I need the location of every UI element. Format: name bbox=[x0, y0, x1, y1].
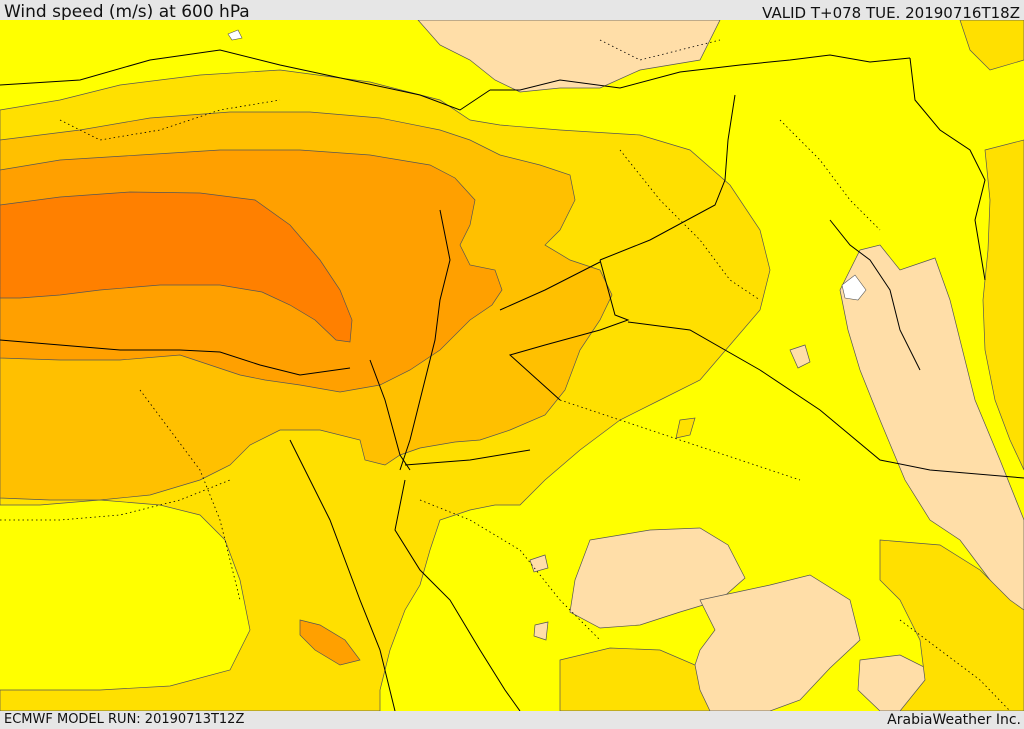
border-jordan-saudi bbox=[508, 259, 630, 401]
band-10-15-southeast bbox=[879, 539, 1024, 711]
admin-line-3 bbox=[59, 99, 281, 141]
border-sinai bbox=[369, 359, 411, 471]
border-turkey-syria bbox=[490, 54, 911, 91]
border-jordan-east bbox=[499, 261, 601, 311]
coast-gulf bbox=[829, 219, 921, 371]
calm-patch-small-3 bbox=[533, 621, 549, 641]
admin-boundaries bbox=[0, 39, 1011, 711]
border-iraq-iran bbox=[909, 57, 986, 281]
map-title: Wind speed (m/s) at 600 hPa bbox=[4, 2, 250, 22]
band-25-30-areas bbox=[0, 191, 353, 343]
admin-line-5 bbox=[779, 119, 881, 231]
border-levant bbox=[399, 209, 451, 471]
calm-spot-east bbox=[841, 274, 867, 301]
coast-turkey bbox=[0, 49, 491, 111]
coast-egypt bbox=[0, 339, 351, 376]
coast-redsea-east bbox=[394, 479, 521, 711]
admin-line-6 bbox=[559, 399, 801, 481]
band-10-15-blob-1 bbox=[675, 417, 696, 439]
footer-bar: ECMWF MODEL RUN: 20190713T12Z ArabiaWeat… bbox=[0, 711, 1024, 729]
band-20-25-blob bbox=[299, 619, 361, 666]
band-0-5-areas bbox=[417, 20, 1024, 711]
band-10-15-south bbox=[559, 647, 711, 711]
band-10-15-east bbox=[982, 139, 1024, 471]
calm-spot-north bbox=[227, 29, 243, 41]
model-run: ECMWF MODEL RUN: 20190713T12Z bbox=[4, 712, 245, 727]
border-syria-iraq bbox=[599, 94, 736, 261]
calm-patch-north bbox=[417, 20, 721, 93]
valid-time: VALID T+078 TUE. 20190716T18Z bbox=[762, 4, 1020, 22]
band-10-15-blob-2 bbox=[959, 20, 1024, 71]
calm-patch-south-2 bbox=[689, 574, 861, 711]
admin-line-8 bbox=[899, 619, 1011, 711]
header-bar: Wind speed (m/s) at 600 hPa VALID T+078 … bbox=[0, 0, 1024, 22]
admin-line-1 bbox=[139, 389, 241, 601]
calm-patch-small-1 bbox=[789, 344, 811, 369]
wind-speed-map bbox=[0, 20, 1024, 711]
jet-core bbox=[0, 191, 353, 343]
coast-redsea-west bbox=[289, 439, 396, 711]
border-egypt-south bbox=[404, 449, 531, 466]
borders bbox=[0, 49, 1024, 711]
credit-text: ArabiaWeather Inc. bbox=[887, 712, 1021, 728]
border-saudi-iraq bbox=[627, 321, 1024, 479]
calm-spots bbox=[227, 29, 867, 301]
